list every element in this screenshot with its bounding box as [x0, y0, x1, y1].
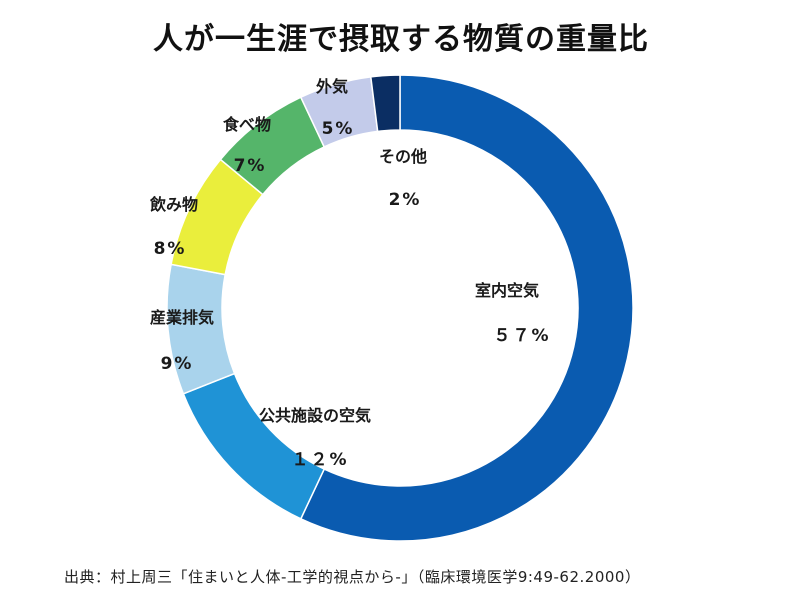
- slice-value-2: １２%: [291, 450, 348, 470]
- slice-label-2: 公共施設の空気: [259, 406, 371, 425]
- slices-group: [166, 74, 634, 542]
- slice-value-5: 7%: [234, 156, 267, 176]
- donut-slice-7: [369, 74, 401, 133]
- slice-value-3: 9%: [161, 354, 194, 374]
- slice-value-7: 2%: [389, 190, 422, 210]
- slice-value-6: 5%: [322, 119, 355, 139]
- source-citation: 出典：村上周三「住まいと人体-工学的視点から-」（臨床環境医学9:49-62.2…: [64, 568, 641, 586]
- slice-label-5: 食べ物: [222, 115, 271, 134]
- slice-value-1: ５７%: [493, 326, 550, 346]
- slice-label-3: 産業排気: [150, 308, 214, 327]
- slice-label-1: 室内空気: [475, 281, 539, 300]
- donut-slice-2: [182, 372, 326, 520]
- slice-label-6: 外気: [315, 77, 348, 96]
- slice-label-4: 飲み物: [149, 195, 198, 214]
- labels-group: 室内空気 ５７% 公共施設の空気 １２% 産業排気 9% 飲み物 8% 食べ物 7% 外気 5% その他…: [149, 77, 550, 470]
- donut-slice-3: [166, 263, 236, 395]
- slice-label-7: その他: [379, 147, 427, 166]
- chart-title: 人が一生涯で摂取する物質の重量比: [153, 22, 649, 57]
- slice-value-4: 8%: [154, 239, 187, 259]
- donut-slice-1: [299, 74, 634, 542]
